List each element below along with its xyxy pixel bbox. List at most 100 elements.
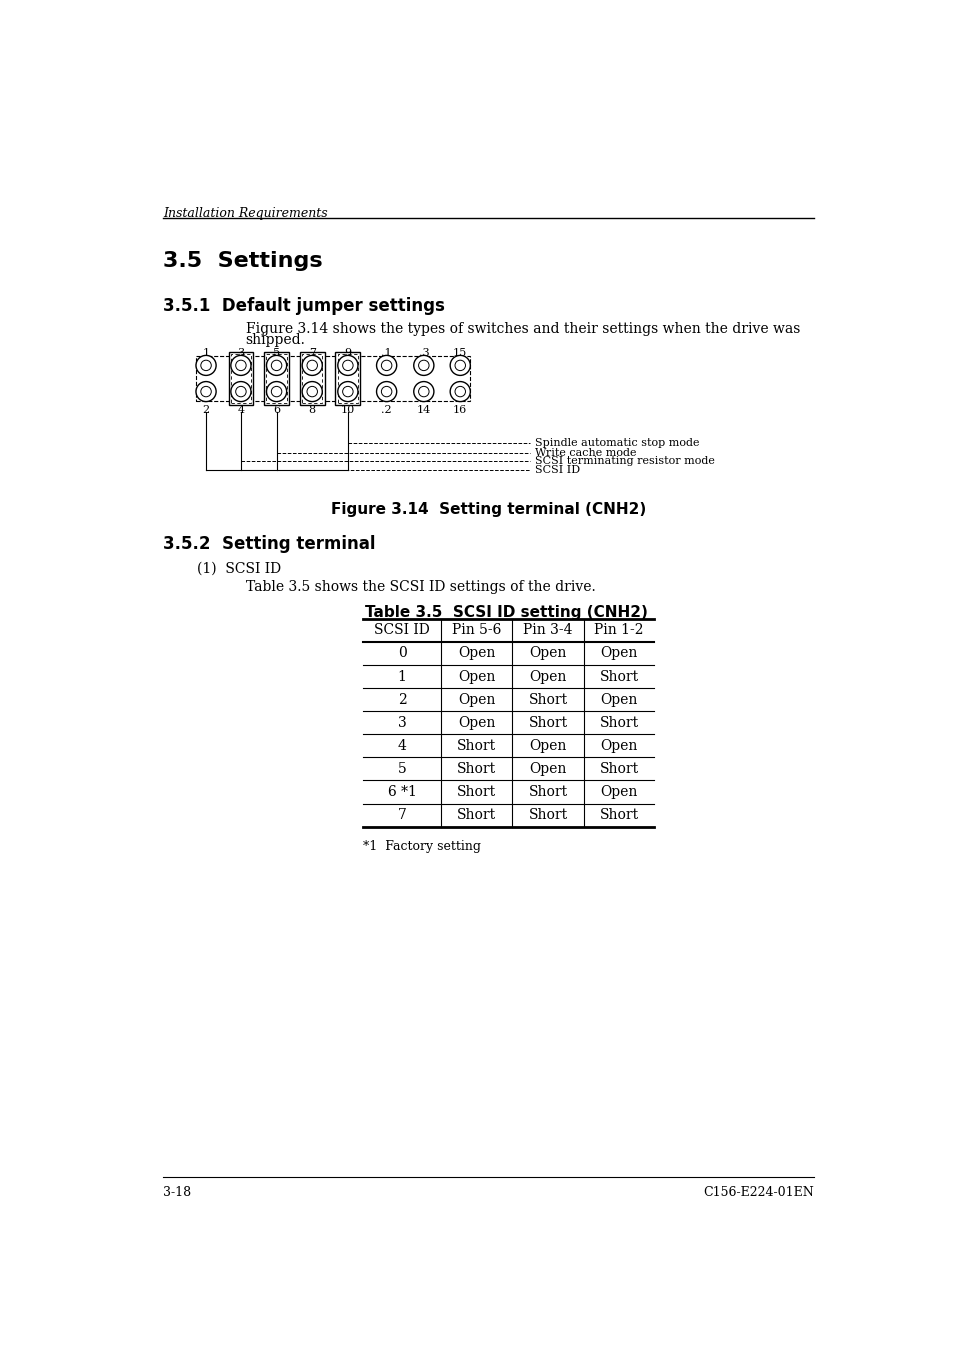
Text: Open: Open: [599, 785, 638, 798]
Text: 4: 4: [237, 405, 244, 415]
Circle shape: [271, 386, 281, 397]
Circle shape: [418, 361, 429, 370]
Text: 15: 15: [453, 349, 467, 358]
Text: Figure 3.14 shows the types of switches and their settings when the drive was: Figure 3.14 shows the types of switches …: [245, 322, 800, 335]
Bar: [229, 351, 253, 405]
Bar: [337, 354, 357, 403]
Circle shape: [376, 355, 396, 376]
Text: 3.5.1  Default jumper settings: 3.5.1 Default jumper settings: [163, 297, 445, 315]
Text: 3: 3: [397, 716, 406, 730]
Text: 2: 2: [397, 693, 406, 707]
Text: Figure 3.14  Setting terminal (CNH2): Figure 3.14 Setting terminal (CNH2): [331, 503, 646, 517]
Circle shape: [235, 386, 246, 397]
Text: SCSI ID: SCSI ID: [374, 623, 430, 638]
Text: Installation Requirements: Installation Requirements: [163, 207, 328, 220]
Circle shape: [266, 355, 286, 376]
Text: 2: 2: [202, 405, 210, 415]
Circle shape: [271, 361, 281, 370]
Circle shape: [302, 355, 322, 376]
Text: 5: 5: [397, 762, 406, 775]
Text: .1: .1: [381, 349, 392, 358]
Bar: [266, 354, 286, 403]
Text: Table 3.5  SCSI ID setting (CNH2): Table 3.5 SCSI ID setting (CNH2): [365, 605, 647, 620]
Circle shape: [200, 361, 211, 370]
Bar: [335, 351, 360, 405]
Text: Short: Short: [528, 693, 567, 707]
Text: Short: Short: [598, 716, 638, 730]
Circle shape: [381, 386, 392, 397]
Circle shape: [414, 381, 434, 401]
Text: 1: 1: [202, 349, 210, 358]
Circle shape: [450, 355, 470, 376]
Bar: [195, 357, 470, 401]
Text: 16: 16: [453, 405, 467, 415]
Text: *1  Factory setting: *1 Factory setting: [363, 840, 481, 854]
Text: SCSI ID: SCSI ID: [534, 465, 579, 476]
Text: Open: Open: [457, 716, 495, 730]
Text: Write cache mode: Write cache mode: [534, 449, 636, 458]
Text: 7: 7: [309, 349, 315, 358]
Text: Table 3.5 shows the SCSI ID settings of the drive.: Table 3.5 shows the SCSI ID settings of …: [245, 580, 595, 594]
Bar: [231, 354, 251, 403]
Text: Short: Short: [528, 785, 567, 798]
Text: .2: .2: [381, 405, 392, 415]
Text: Open: Open: [457, 646, 495, 661]
Text: Open: Open: [599, 693, 638, 707]
Text: Short: Short: [456, 739, 496, 753]
Text: 3: 3: [237, 349, 244, 358]
Text: 4: 4: [397, 739, 406, 753]
Circle shape: [450, 381, 470, 401]
Text: Short: Short: [456, 785, 496, 798]
Text: 0: 0: [397, 646, 406, 661]
Text: Open: Open: [457, 693, 495, 707]
Text: Short: Short: [528, 808, 567, 823]
Circle shape: [195, 355, 216, 376]
Text: 3.5  Settings: 3.5 Settings: [163, 251, 323, 270]
Text: (1)  SCSI ID: (1) SCSI ID: [196, 562, 280, 576]
Bar: [264, 351, 289, 405]
Text: Short: Short: [456, 808, 496, 823]
Text: Short: Short: [598, 808, 638, 823]
Text: Short: Short: [456, 762, 496, 775]
Circle shape: [235, 361, 246, 370]
Text: Open: Open: [529, 646, 566, 661]
Circle shape: [342, 386, 353, 397]
Circle shape: [337, 381, 357, 401]
Circle shape: [342, 361, 353, 370]
Circle shape: [200, 386, 211, 397]
Text: 10: 10: [340, 405, 355, 415]
Text: 7: 7: [397, 808, 406, 823]
Circle shape: [455, 386, 465, 397]
Text: 5: 5: [273, 349, 280, 358]
Text: shipped.: shipped.: [245, 334, 305, 347]
Circle shape: [302, 381, 322, 401]
Circle shape: [307, 386, 317, 397]
Text: 3.5.2  Setting terminal: 3.5.2 Setting terminal: [163, 535, 375, 553]
Circle shape: [231, 381, 251, 401]
Text: 6 *1: 6 *1: [387, 785, 416, 798]
Circle shape: [376, 381, 396, 401]
Bar: [299, 351, 324, 405]
Circle shape: [381, 361, 392, 370]
Text: Pin 5-6: Pin 5-6: [452, 623, 500, 638]
Text: Open: Open: [529, 762, 566, 775]
Text: C156-E224-01EN: C156-E224-01EN: [703, 1186, 814, 1200]
Text: Open: Open: [599, 739, 638, 753]
Circle shape: [195, 381, 216, 401]
Circle shape: [266, 381, 286, 401]
Text: SCSI terminating resistor mode: SCSI terminating resistor mode: [534, 455, 714, 466]
Text: Open: Open: [529, 670, 566, 684]
Text: Open: Open: [529, 739, 566, 753]
Text: 14: 14: [416, 405, 431, 415]
Text: 6: 6: [273, 405, 280, 415]
Text: .3: .3: [418, 349, 429, 358]
Circle shape: [307, 361, 317, 370]
Text: Spindle automatic stop mode: Spindle automatic stop mode: [534, 438, 699, 449]
Bar: [302, 354, 322, 403]
Text: Short: Short: [598, 670, 638, 684]
Text: Open: Open: [599, 646, 638, 661]
Circle shape: [231, 355, 251, 376]
Circle shape: [418, 386, 429, 397]
Text: 8: 8: [309, 405, 315, 415]
Circle shape: [414, 355, 434, 376]
